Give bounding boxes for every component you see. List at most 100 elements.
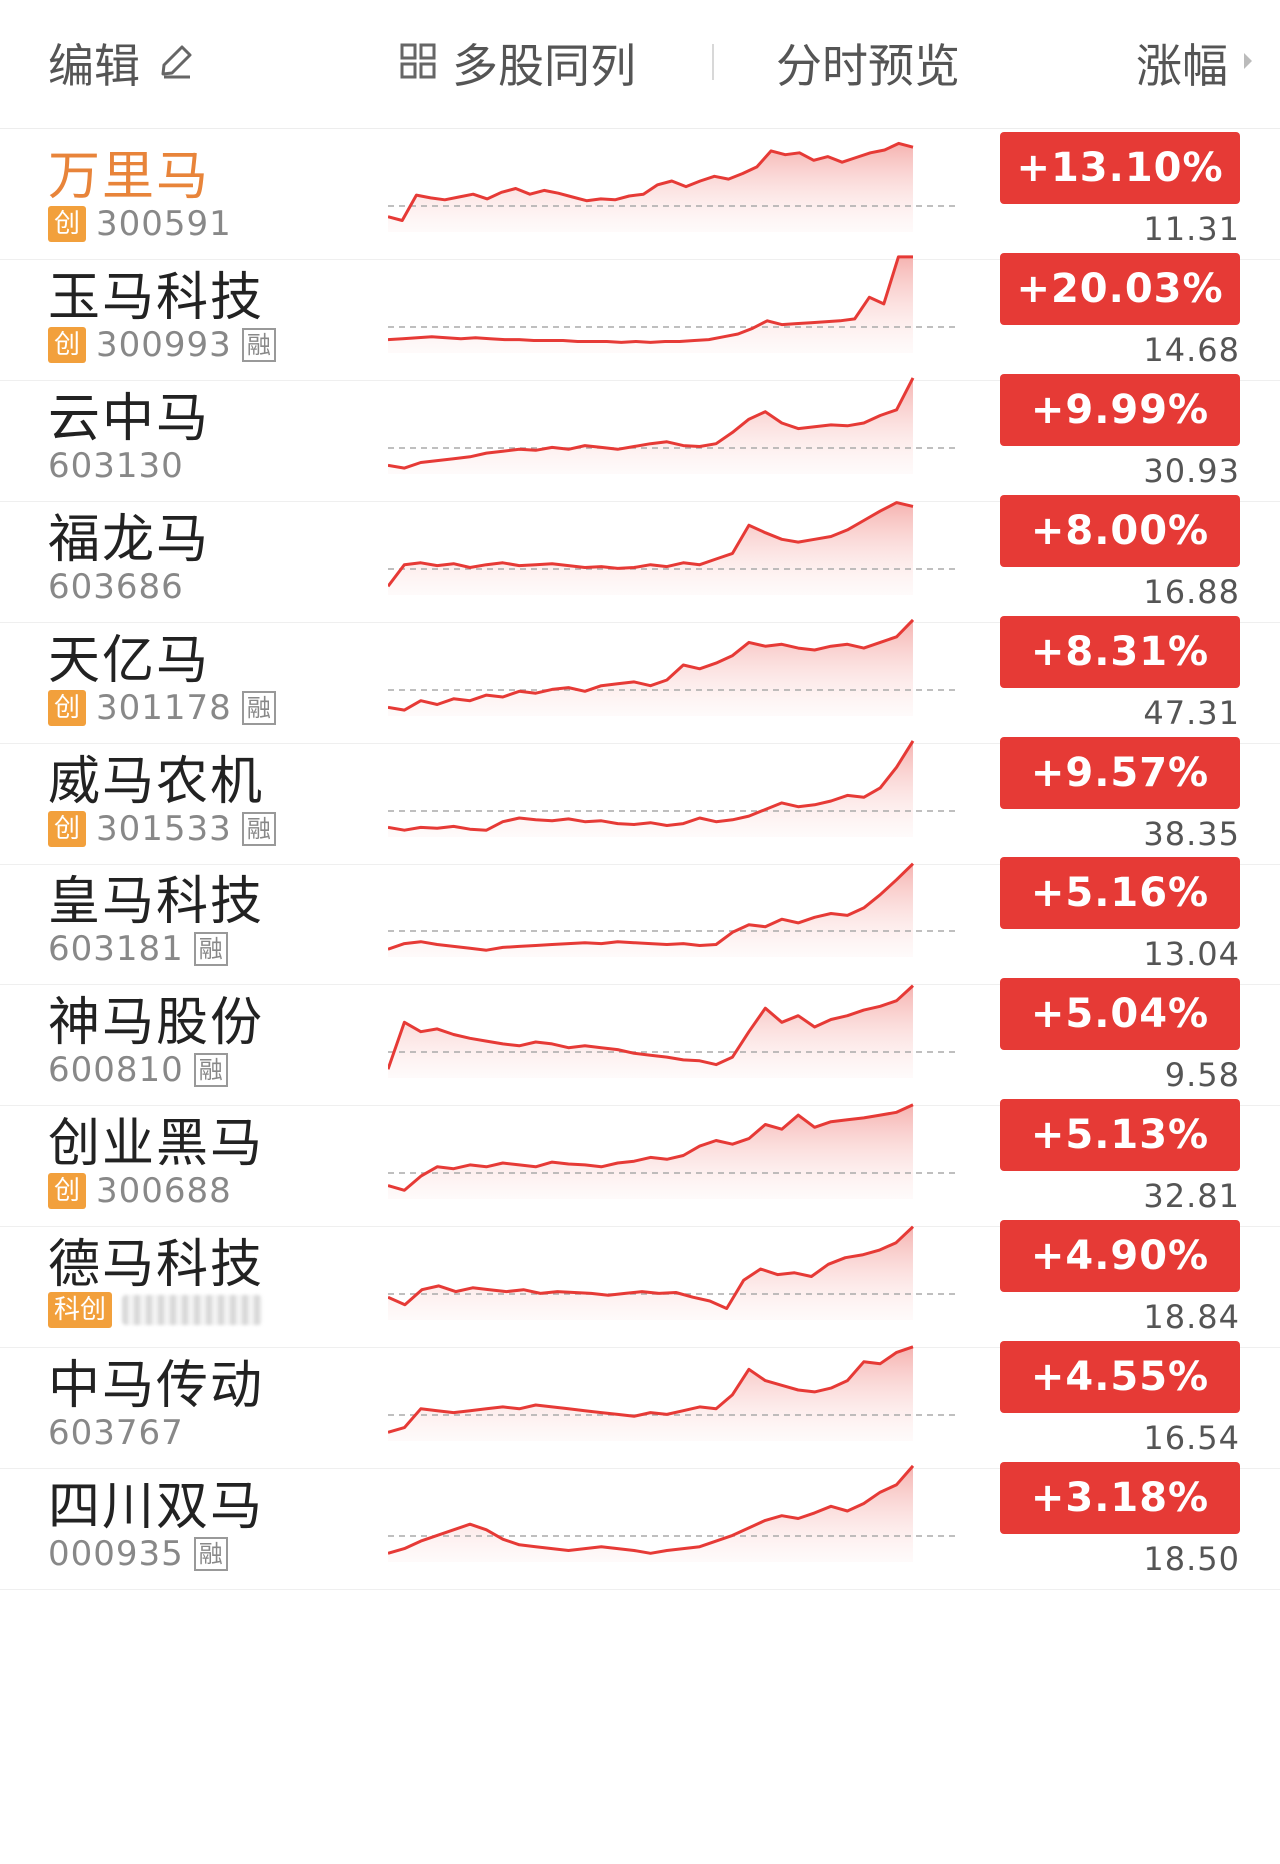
change-percent-badge[interactable]: +5.13% [1000,1099,1240,1172]
stock-code: 603181 [48,929,184,970]
stock-name: 德马科技 [48,1235,265,1296]
margin-trading-badge: 融 [193,1053,228,1088]
stock-meta: 603686 [48,567,184,607]
change-percent-badge[interactable]: +8.31% [1000,615,1240,688]
stock-code: 301533 [96,808,232,849]
board-tag: 创 [48,206,87,242]
sparkline-line [388,377,915,470]
stock-row[interactable]: 皇马科技 603181 融 +5.16% 13.04 [0,843,1280,986]
intraday-sparkline [388,984,958,1079]
sparkline-area [388,502,913,595]
stock-name: 皇马科技 [48,872,265,933]
stock-row[interactable]: 万里马创 300591 +13.10% 11.31 [0,118,1280,260]
stock-row[interactable]: 德马科技 科创 +4.90% 18.84 [0,1206,1280,1349]
stock-name: 神马股份 [48,993,265,1054]
sort-by-change-button[interactable]: 涨幅 [1136,30,1254,96]
change-percent-badge[interactable]: +20.03% [1000,252,1240,325]
board-tag: 科创 [48,1292,113,1329]
sparkline-area [388,864,913,958]
change-percent-badge[interactable]: +5.04% [1000,978,1240,1051]
stock-row[interactable]: 天亿马创 301178 融 +8.31% 47.31 [0,602,1280,744]
sparkline-line [388,1345,914,1434]
sparkline-area [388,740,913,837]
stock-meta: 603181 融 [48,929,228,969]
last-price: 14.68 [1143,330,1240,369]
intraday-sparkline [388,863,958,958]
intraday-sparkline [388,255,958,353]
intraday-sparkline [388,500,958,595]
stock-row[interactable]: 福龙马 603686 +8.00% 16.88 [0,481,1280,623]
margin-trading-badge: 融 [241,811,276,846]
stock-name: 四川双马 [48,1476,265,1537]
last-price: 38.35 [1143,814,1240,853]
stock-row[interactable]: 云中马 603130 +9.99% 30.93 [0,360,1280,502]
margin-trading-badge: 融 [241,690,276,725]
sparkline-area [388,1104,913,1200]
edit-button[interactable]: 编辑 [48,30,194,96]
intraday-preview-toggle[interactable]: 分时预览 [776,39,960,93]
change-percent-badge[interactable]: +9.57% [1000,736,1240,809]
stock-code-redacted [122,1295,263,1326]
multi-stock-label: 多股同列 [452,39,636,93]
stock-meta: 创 301533 融 [48,809,276,849]
stock-name: 云中马 [48,388,211,449]
stock-name: 福龙马 [48,509,211,570]
intraday-sparkline [388,1103,958,1200]
sparkline-area [388,256,913,353]
stock-name: 万里马 [48,147,211,207]
change-percent-badge[interactable]: +3.18% [1000,1461,1240,1534]
sparkline-line [388,500,914,587]
margin-trading-badge: 融 [241,327,276,362]
stock-meta: 创 301178 融 [48,688,276,728]
margin-trading-badge: 融 [193,1536,228,1571]
last-price: 18.84 [1143,1298,1240,1337]
stock-meta: 创 300993 融 [48,325,276,365]
sparkline-line [388,141,914,222]
stock-code: 300993 [96,324,232,365]
change-percent-badge[interactable]: +13.10% [1000,132,1240,204]
change-percent-badge[interactable]: +5.16% [1000,857,1240,930]
sparkline-line [388,1103,914,1192]
last-price: 18.50 [1143,1539,1240,1578]
stock-meta: 600810 融 [48,1050,228,1090]
sparkline-area [388,1226,913,1321]
intraday-sparkline [388,141,958,232]
stock-meta: 科创 [48,1292,263,1329]
stock-row[interactable]: 神马股份 600810 融 +5.04% 9.58 [0,964,1280,1107]
stock-code: 603130 [48,445,184,486]
last-price: 32.81 [1143,1177,1240,1216]
change-percent-badge[interactable]: +4.90% [1000,1220,1240,1293]
stock-meta: 603767 [48,1413,184,1453]
board-tag: 创 [48,689,87,726]
stock-row[interactable]: 玉马科技创 300993 融 +20.03% 14.68 [0,239,1280,381]
stock-code: 300688 [96,1171,232,1212]
last-price: 47.31 [1143,693,1240,732]
intraday-sparkline [388,1345,958,1441]
multi-stock-view-button[interactable]: 多股同列 [400,30,636,96]
stock-name: 创业黑马 [48,1114,265,1175]
board-tag: 创 [48,1173,87,1210]
stock-row[interactable]: 中马传动 603767 +4.55% 16.54 [0,1327,1280,1469]
board-tag: 创 [48,810,87,847]
last-price: 16.54 [1143,1419,1240,1457]
stock-row[interactable]: 威马农机创 301533 融 +9.57% 38.35 [0,723,1280,865]
stock-meta: 创 300591 [48,204,232,244]
intraday-sparkline [388,1464,958,1562]
board-tag: 创 [48,326,87,363]
stock-code: 603686 [48,566,184,607]
stock-name: 中马传动 [48,1356,265,1416]
sparkline-area [388,1465,913,1562]
last-price: 13.04 [1143,935,1240,974]
stock-row[interactable]: 创业黑马创 300688 +5.13% 32.81 [0,1085,1280,1228]
change-percent-badge[interactable]: +8.00% [1000,494,1240,567]
edit-label: 编辑 [48,39,140,93]
change-percent-badge[interactable]: +4.55% [1000,1341,1240,1413]
stock-meta: 603130 [48,446,184,486]
stock-row[interactable]: 四川双马 000935 融 +3.18% 18.50 [0,1448,1280,1590]
last-price: 9.58 [1164,1056,1240,1095]
change-percent-badge[interactable]: +9.99% [1000,373,1240,446]
stock-code: 600810 [48,1050,184,1091]
intraday-sparkline [388,1225,958,1321]
stock-code: 603767 [48,1413,184,1453]
sparkline-line [388,255,913,344]
